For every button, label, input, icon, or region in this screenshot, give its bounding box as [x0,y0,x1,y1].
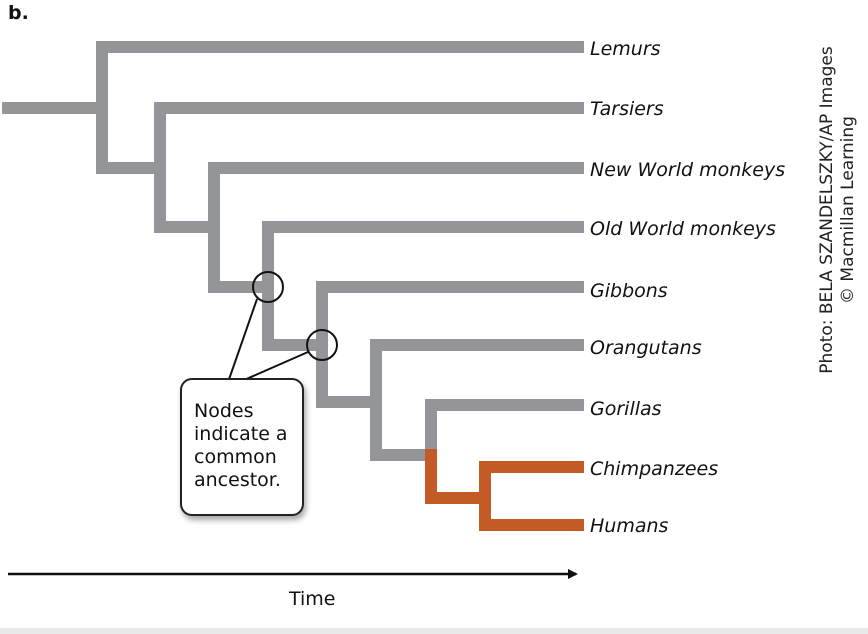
panel-label: b. [8,2,29,24]
photo-credit: Photo: BELA SZANDELSZKY/AP Images © Macm… [817,46,859,373]
callout-line: Nodes [194,400,254,422]
node-circle [252,271,284,303]
taxon-label-old-world-monkeys: Old World monkeys [590,218,776,240]
taxon-label-new-world-monkeys: New World monkeys [590,159,786,181]
callout-pointer [225,298,258,389]
callout-line: ancestor. [194,469,281,491]
node-circle [306,329,338,361]
credit-line: © Macmillan Learning [838,116,858,304]
credit-line: Photo: BELA SZANDELSZKY/AP Images [817,46,837,374]
time-axis-label: Time [289,588,336,610]
node-markers [252,271,338,361]
taxon-label-lemurs: Lemurs [590,38,661,60]
taxon-label-humans: Humans [590,515,669,537]
callout-text: Nodes indicate a common ancestor. [194,400,304,492]
tree-branches [2,41,584,531]
taxon-label-tarsiers: Tarsiers [590,98,664,120]
callout-line: common [194,446,277,468]
taxon-label-orangutans: Orangutans [590,337,702,359]
node-callout-box: Nodes indicate a common ancestor. [180,378,304,516]
callout-line: indicate a [194,423,288,445]
taxon-label-chimpanzees: Chimpanzees [590,458,719,480]
taxon-label-gorillas: Gorillas [590,398,662,420]
taxon-label-gibbons: Gibbons [590,280,668,302]
footer-bar [0,628,868,634]
